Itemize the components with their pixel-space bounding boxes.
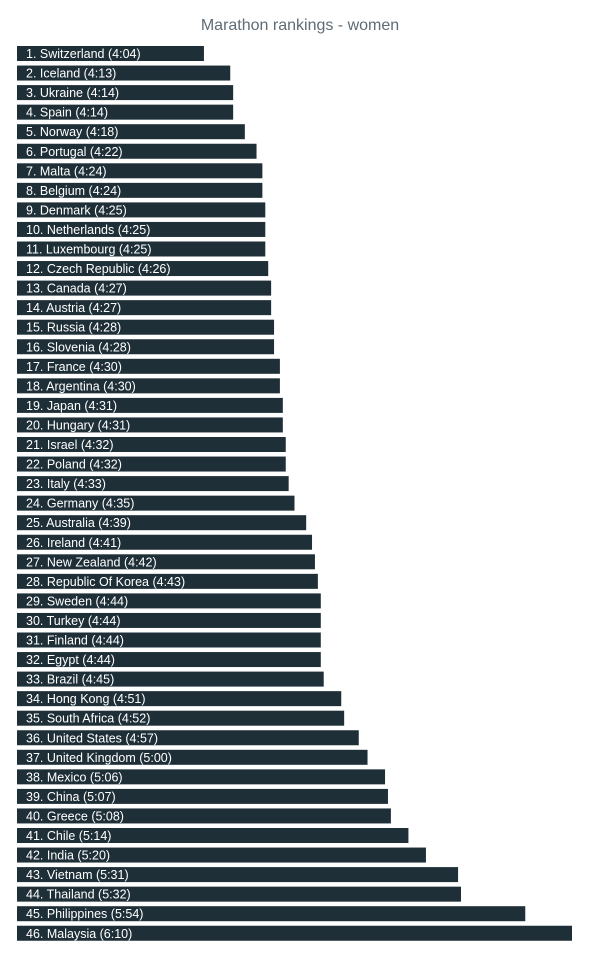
bar	[17, 515, 307, 531]
bar	[17, 261, 269, 277]
bar-label: 32. Egypt (4:44)	[26, 653, 115, 667]
bar-label: 8. Belgium (4:24)	[26, 184, 121, 198]
bar	[17, 241, 266, 257]
bar-label: 23. Italy (4:33)	[26, 477, 106, 491]
bar-label: 4. Spain (4:14)	[26, 106, 108, 120]
bar	[17, 182, 263, 198]
bar	[17, 867, 459, 883]
bar	[17, 730, 359, 746]
bar-label: 29. Sweden (4:44)	[26, 594, 128, 608]
bar-label: 27. New Zealand (4:42)	[26, 555, 157, 569]
bar	[17, 397, 283, 413]
bar-label: 10. Netherlands (4:25)	[26, 223, 150, 237]
bar-label: 40. Greece (5:08)	[26, 809, 124, 823]
bar	[17, 495, 295, 511]
bar	[17, 749, 368, 765]
bar-label: 12. Czech Republic (4:26)	[26, 262, 171, 276]
bar	[17, 65, 231, 81]
bar-label: 18. Argentina (4:30)	[26, 379, 136, 393]
bar-label: 37. United Kingdom (5:00)	[26, 751, 172, 765]
bar	[17, 85, 234, 101]
bar	[17, 104, 234, 120]
bar-label: 7. Malta (4:24)	[26, 164, 107, 178]
bar-label: 31. Finland (4:44)	[26, 634, 124, 648]
bar	[17, 476, 289, 492]
bar-label: 43. Vietnam (5:31)	[26, 868, 129, 882]
bar-label: 15. Russia (4:28)	[26, 321, 121, 335]
bar-label: 21. Israel (4:32)	[26, 438, 114, 452]
bar-label: 42. India (5:20)	[26, 849, 110, 863]
bar	[17, 300, 272, 316]
bar-label: 5. Norway (4:18)	[26, 125, 118, 139]
bar	[17, 202, 266, 218]
bar	[17, 691, 342, 707]
bar	[17, 593, 321, 609]
bar-label: 39. China (5:07)	[26, 790, 116, 804]
bar-label: 24. Germany (4:35)	[26, 497, 134, 511]
bar	[17, 788, 388, 804]
bar-label: 22. Poland (4:32)	[26, 458, 122, 472]
bar-label: 3. Ukraine (4:14)	[26, 86, 119, 100]
bar-label: 35. South Africa (4:52)	[26, 712, 150, 726]
bar	[17, 925, 572, 941]
bar	[17, 46, 204, 61]
bar	[17, 847, 426, 863]
bar	[17, 221, 266, 237]
bar	[17, 358, 280, 374]
bar-label: 45. Philippines (5:54)	[26, 907, 143, 921]
bar-label: 36. United States (4:57)	[26, 731, 158, 745]
chart-title: Marathon rankings - women	[200, 17, 400, 34]
bar-label: 13. Canada (4:27)	[26, 282, 127, 296]
bar	[17, 573, 318, 589]
bar-label: 6. Portugal (4:22)	[26, 145, 123, 159]
bar	[17, 906, 526, 922]
bar	[17, 612, 321, 628]
bar	[17, 632, 321, 648]
bar-label: 16. Slovenia (4:28)	[26, 340, 131, 354]
bar-label: 1. Switzerland (4:04)	[26, 47, 141, 61]
bar	[17, 534, 313, 550]
bar-label: 30. Turkey (4:44)	[26, 614, 121, 628]
bar-label: 14. Austria (4:27)	[26, 301, 121, 315]
bar	[17, 710, 345, 726]
bar	[17, 163, 263, 179]
bar	[17, 456, 286, 472]
bar-label: 33. Brazil (4:45)	[26, 673, 114, 687]
bar	[17, 886, 461, 902]
bar-label: 38. Mexico (5:06)	[26, 770, 123, 784]
bar-label: 19. Japan (4:31)	[26, 399, 117, 413]
bar	[17, 280, 272, 296]
bar-label: 20. Hungary (4:31)	[26, 418, 130, 432]
bar-label: 9. Denmark (4:25)	[26, 203, 127, 217]
bar-label: 34. Hong Kong (4:51)	[26, 692, 146, 706]
bar-label: 44. Thailand (5:32)	[26, 888, 131, 902]
bar-label: 28. Republic Of Korea (4:43)	[26, 575, 185, 589]
bar	[17, 808, 391, 824]
bar-label: 11. Luxembourg (4:25)	[26, 243, 152, 257]
bar	[17, 319, 275, 335]
bar-label: 41. Chile (5:14)	[26, 829, 111, 843]
bar-label: 25. Australia (4:39)	[26, 516, 131, 530]
bar-label: 2. Iceland (4:13)	[26, 67, 116, 81]
bar-label: 17. France (4:30)	[26, 360, 122, 374]
bar-label: 26. Ireland (4:41)	[26, 536, 121, 550]
bar	[17, 378, 280, 394]
bar	[17, 437, 286, 452]
bar	[17, 417, 283, 433]
bar	[17, 554, 315, 570]
bar	[17, 671, 324, 687]
bar	[17, 124, 245, 140]
bar	[17, 339, 275, 355]
bar	[17, 769, 386, 785]
bar-label: 46. Malaysia (6:10)	[26, 927, 132, 941]
bar	[17, 143, 257, 159]
bar	[17, 652, 321, 668]
bar	[17, 828, 409, 843]
